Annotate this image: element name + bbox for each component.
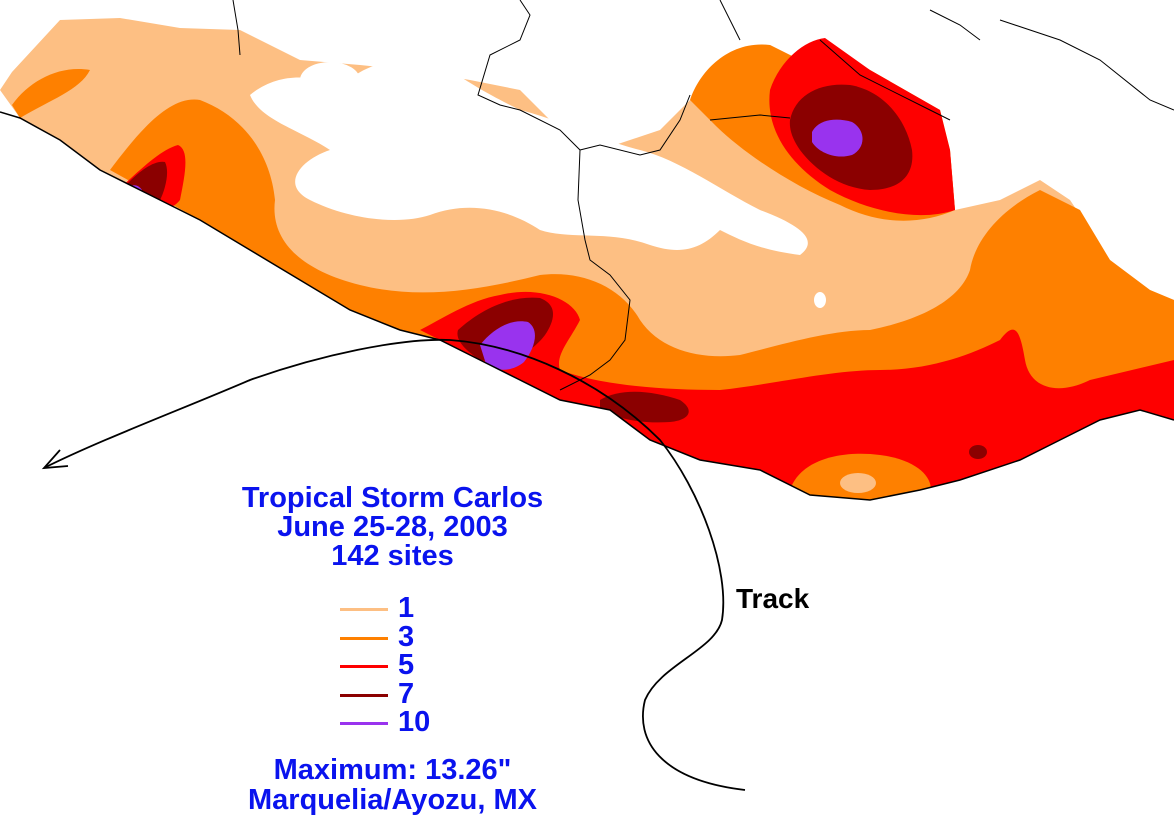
legend-swatch (340, 636, 388, 640)
map-dates: June 25-28, 2003 (277, 511, 508, 543)
rainfall-zone-none-west (300, 62, 360, 98)
legend-label: 1 (398, 592, 415, 624)
rainfall-zone-1-blob (840, 473, 876, 493)
maximum-location: Marquelia/Ayozu, MX (248, 784, 537, 816)
legend-swatch (340, 693, 388, 697)
legend-item: 3 (338, 620, 478, 653)
legend-label: 5 (398, 649, 415, 681)
legend-swatch (340, 722, 388, 725)
track-arrow-icon (41, 449, 69, 470)
track-label: Track (736, 583, 810, 614)
rainfall-zone-10-north (812, 119, 863, 157)
map-title: Tropical Storm Carlos (241, 482, 544, 514)
storm-track (43, 338, 746, 791)
rainfall-zone-3-westcoast (12, 69, 90, 118)
map-sites: 142 sites (331, 540, 454, 572)
rainfall-zone-5-coast (420, 291, 1174, 500)
legend-item: 7 (338, 677, 478, 710)
rainfall-zone-none-dot (814, 292, 826, 308)
rainfall-zone-7-dot (969, 445, 987, 459)
coastline (0, 111, 1174, 501)
legend: 1 3 5 7 10 (338, 594, 478, 737)
legend-item: 10 (338, 708, 478, 737)
legend-swatch (340, 608, 388, 611)
maximum-block: Maximum: 13.26" Marquelia/Ayozu, MX (190, 755, 595, 815)
legend-label: 3 (398, 620, 415, 653)
rainfall-zone-10-coast (480, 321, 535, 370)
map-title-block: Tropical Storm Carlos June 25-28, 2003 1… (190, 484, 595, 571)
maximum-value: Maximum: 13.26" (273, 754, 512, 786)
legend-item: 5 (338, 651, 478, 680)
state-border-north (719, 0, 1174, 111)
ocean (0, 118, 1174, 820)
legend-label: 7 (398, 677, 415, 710)
rainfall-zone-none-north (250, 59, 808, 255)
rainfall-zone-7-east (600, 391, 689, 423)
legend-item: 1 (338, 594, 478, 623)
legend-swatch (340, 665, 388, 668)
legend-label: 10 (398, 706, 431, 738)
state-border (232, 0, 951, 391)
